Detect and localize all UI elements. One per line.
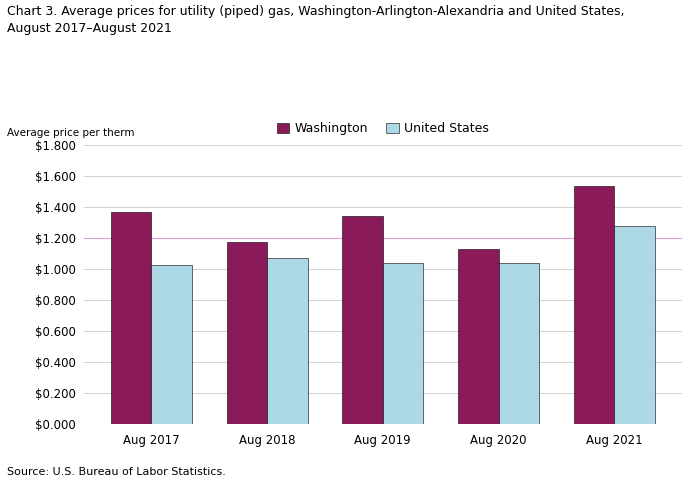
Text: Average price per therm: Average price per therm	[7, 128, 134, 138]
Bar	[615, 226, 655, 424]
Bar	[383, 263, 423, 424]
Bar	[498, 263, 539, 424]
Bar	[111, 213, 151, 424]
Bar	[574, 186, 615, 424]
Bar	[458, 249, 498, 424]
Bar	[267, 258, 308, 424]
Text: Chart 3. Average prices for utility (piped) gas, Washington-Arlington-Alexandria: Chart 3. Average prices for utility (pip…	[7, 5, 624, 35]
Text: Source: U.S. Bureau of Labor Statistics.: Source: U.S. Bureau of Labor Statistics.	[7, 467, 226, 477]
Bar	[151, 265, 192, 424]
Bar	[342, 216, 383, 424]
Legend: Washington, United States: Washington, United States	[271, 117, 494, 140]
Bar	[226, 242, 267, 424]
